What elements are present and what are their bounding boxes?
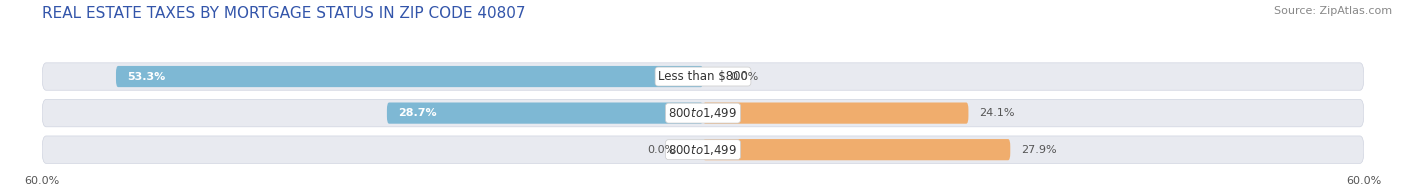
Text: 24.1%: 24.1% <box>980 108 1015 118</box>
Text: REAL ESTATE TAXES BY MORTGAGE STATUS IN ZIP CODE 40807: REAL ESTATE TAXES BY MORTGAGE STATUS IN … <box>42 6 526 21</box>
FancyBboxPatch shape <box>387 103 703 124</box>
Text: Less than $800: Less than $800 <box>658 70 748 83</box>
Text: $800 to $1,499: $800 to $1,499 <box>668 143 738 157</box>
FancyBboxPatch shape <box>703 103 969 124</box>
Text: 53.3%: 53.3% <box>127 72 166 82</box>
FancyBboxPatch shape <box>42 136 1364 163</box>
FancyBboxPatch shape <box>703 139 1011 160</box>
Text: Source: ZipAtlas.com: Source: ZipAtlas.com <box>1274 6 1392 16</box>
Text: 27.9%: 27.9% <box>1021 145 1057 155</box>
FancyBboxPatch shape <box>115 66 703 87</box>
FancyBboxPatch shape <box>42 63 1364 90</box>
Text: $800 to $1,499: $800 to $1,499 <box>668 106 738 120</box>
Text: 0.0%: 0.0% <box>647 145 675 155</box>
Text: 0.0%: 0.0% <box>731 72 759 82</box>
Text: 28.7%: 28.7% <box>398 108 436 118</box>
FancyBboxPatch shape <box>42 99 1364 127</box>
